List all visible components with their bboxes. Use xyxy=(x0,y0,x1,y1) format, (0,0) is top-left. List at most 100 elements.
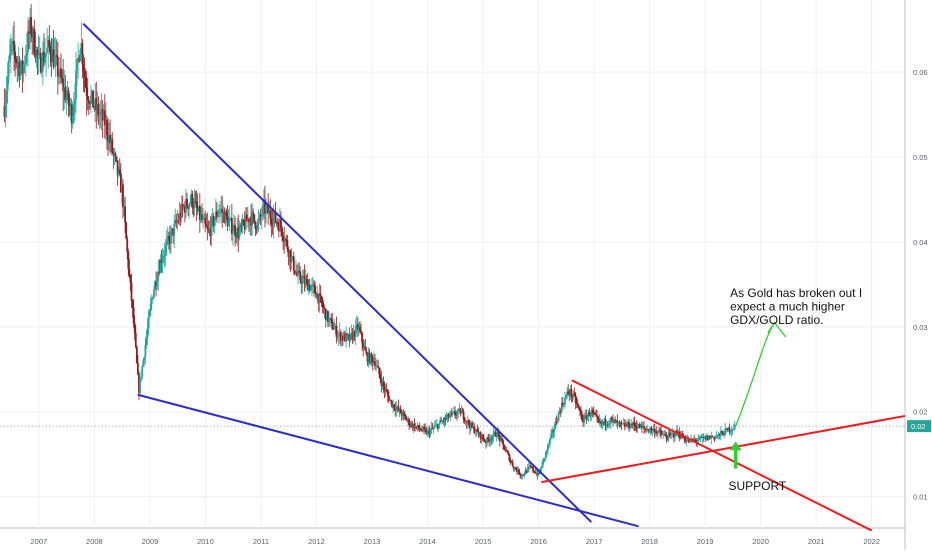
candle-body xyxy=(710,436,713,439)
candle-body xyxy=(492,432,495,437)
candle-body xyxy=(267,204,270,214)
annotation-line: expect a much higher xyxy=(730,300,845,314)
candle-body xyxy=(308,284,311,291)
candle-body xyxy=(684,440,687,442)
candle-body xyxy=(313,284,315,287)
candle-body xyxy=(386,391,389,396)
candle-body xyxy=(697,439,700,441)
candle-body xyxy=(325,311,328,321)
candle-body xyxy=(137,362,139,375)
candle-body xyxy=(453,411,455,413)
candle-body xyxy=(149,304,152,311)
candle-body xyxy=(333,327,336,330)
candle-body xyxy=(510,461,513,463)
candle-body xyxy=(174,220,177,224)
current-price-badge xyxy=(907,420,931,433)
candle-body xyxy=(277,224,280,232)
x-tick-label: 2008 xyxy=(86,537,103,546)
candle-body xyxy=(463,419,466,422)
candle-body xyxy=(427,430,430,432)
candle-body xyxy=(410,423,413,426)
candle-body xyxy=(449,412,452,416)
y-tick-label: 0.01 xyxy=(913,493,928,502)
x-tick-label: 2014 xyxy=(419,537,436,546)
candle-body xyxy=(270,218,273,224)
candle-body xyxy=(102,110,105,121)
candle-body xyxy=(338,332,341,336)
candle-body xyxy=(650,427,653,432)
candle-body xyxy=(193,201,196,209)
candle-body xyxy=(14,51,17,59)
candle-body xyxy=(206,226,209,229)
candle-body xyxy=(368,352,371,363)
candle-body xyxy=(87,100,90,103)
candle-body xyxy=(364,346,367,351)
candle-body xyxy=(407,419,409,421)
candle-body xyxy=(27,31,29,53)
y-tick-label: 0.03 xyxy=(913,323,928,332)
candle-body xyxy=(80,43,83,51)
candle-body xyxy=(413,423,416,429)
candle-body xyxy=(4,102,7,117)
candle-body xyxy=(103,110,106,126)
candle-body xyxy=(437,424,439,429)
candle-body xyxy=(182,206,185,208)
candle-body xyxy=(390,399,392,401)
candle-body xyxy=(658,429,660,432)
candle-body xyxy=(320,296,323,304)
candle-body xyxy=(402,412,405,415)
candle-body xyxy=(497,432,500,436)
candle-body xyxy=(327,311,329,323)
candle-body xyxy=(188,204,191,209)
candle-body xyxy=(106,119,108,135)
candle-body xyxy=(674,436,676,438)
candle-body xyxy=(671,433,674,435)
candle-body xyxy=(469,424,471,429)
candle-body xyxy=(209,228,212,236)
candle-body xyxy=(316,293,319,299)
candle-body xyxy=(542,458,545,462)
candle-body xyxy=(726,428,729,430)
candle-body xyxy=(239,224,242,231)
candle-body xyxy=(49,46,52,55)
candle-body xyxy=(604,419,607,426)
candle-body xyxy=(253,214,256,222)
candle-body xyxy=(409,425,412,426)
candle-body xyxy=(501,438,503,441)
candle-body xyxy=(638,424,641,429)
candle-body xyxy=(172,228,175,236)
candle-body xyxy=(59,68,61,77)
candle-body xyxy=(571,396,574,398)
candle-body xyxy=(530,466,533,468)
candle-body xyxy=(567,391,570,394)
candle-body xyxy=(198,206,201,220)
candle-body xyxy=(457,409,460,413)
candle-body xyxy=(712,436,715,438)
candle-body xyxy=(141,366,144,378)
candle-body xyxy=(24,56,27,64)
candle-body xyxy=(36,49,39,56)
candle-body xyxy=(306,279,309,291)
candle-body xyxy=(352,331,355,340)
candle-body xyxy=(406,419,408,421)
candle-body xyxy=(175,220,178,223)
candle-body xyxy=(362,342,365,348)
candle-body xyxy=(613,419,616,421)
candle-body xyxy=(527,466,530,468)
candle-body xyxy=(318,293,321,304)
candle-body xyxy=(195,201,198,208)
candle-body xyxy=(395,407,398,411)
candle-body xyxy=(214,211,217,220)
candle-body xyxy=(706,435,708,440)
candle-body xyxy=(284,238,287,242)
candle-body xyxy=(315,293,318,299)
candle-body xyxy=(248,218,250,223)
candle-body xyxy=(537,472,540,476)
candle-body xyxy=(88,102,91,105)
candle-body xyxy=(255,228,258,230)
candle-body xyxy=(605,424,608,426)
candle-body xyxy=(589,414,592,417)
candle-body xyxy=(520,475,523,477)
candle-body xyxy=(94,98,97,108)
